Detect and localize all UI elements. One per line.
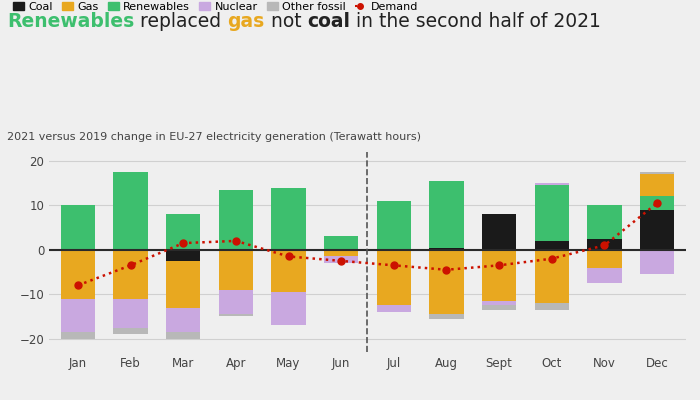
Bar <box>429 248 463 250</box>
Bar <box>219 190 253 250</box>
Bar <box>535 241 569 250</box>
Bar <box>587 205 622 239</box>
Bar <box>272 250 306 292</box>
Bar <box>482 214 516 250</box>
Bar <box>482 250 516 301</box>
Bar <box>587 250 622 268</box>
Bar <box>219 290 253 314</box>
Legend: Coal, Gas, Renewables, Nuclear, Other fossil, Demand: Coal, Gas, Renewables, Nuclear, Other fo… <box>13 2 418 12</box>
Bar <box>166 332 200 339</box>
Bar <box>429 181 463 248</box>
Bar <box>429 314 463 319</box>
Bar <box>324 250 358 256</box>
Bar <box>61 205 95 250</box>
Bar <box>324 236 358 250</box>
Bar <box>377 201 411 250</box>
Bar <box>61 299 95 332</box>
Bar <box>272 188 306 250</box>
Text: replaced: replaced <box>134 12 228 31</box>
Text: in the second half of 2021: in the second half of 2021 <box>350 12 601 31</box>
Bar <box>324 256 358 263</box>
Bar <box>535 185 569 241</box>
Bar <box>640 210 674 250</box>
Bar <box>166 261 200 308</box>
Bar <box>219 250 253 290</box>
Text: 2021 versus 2019 change in EU-27 electricity generation (Terawatt hours): 2021 versus 2019 change in EU-27 electri… <box>7 132 421 142</box>
Bar <box>535 250 569 303</box>
Bar <box>61 332 95 339</box>
Bar <box>640 172 674 174</box>
Bar <box>272 292 306 325</box>
Bar <box>587 239 622 250</box>
Bar <box>535 303 569 310</box>
Bar <box>640 196 674 210</box>
Text: gas: gas <box>228 12 265 31</box>
Bar <box>113 328 148 334</box>
Text: coal: coal <box>307 12 350 31</box>
Bar <box>377 250 411 305</box>
Bar <box>535 183 569 185</box>
Bar <box>61 250 95 299</box>
Bar <box>587 268 622 283</box>
Bar <box>640 250 674 274</box>
Bar <box>219 314 253 316</box>
Bar <box>482 301 516 305</box>
Bar <box>113 172 148 250</box>
Bar <box>166 308 200 332</box>
Bar <box>429 250 463 314</box>
Bar <box>166 214 200 250</box>
Bar <box>377 305 411 312</box>
Bar <box>640 174 674 196</box>
Bar <box>113 299 148 328</box>
Bar <box>482 305 516 310</box>
Text: not: not <box>265 12 307 31</box>
Bar <box>166 250 200 261</box>
Bar <box>113 250 148 299</box>
Text: Renewables: Renewables <box>7 12 134 31</box>
